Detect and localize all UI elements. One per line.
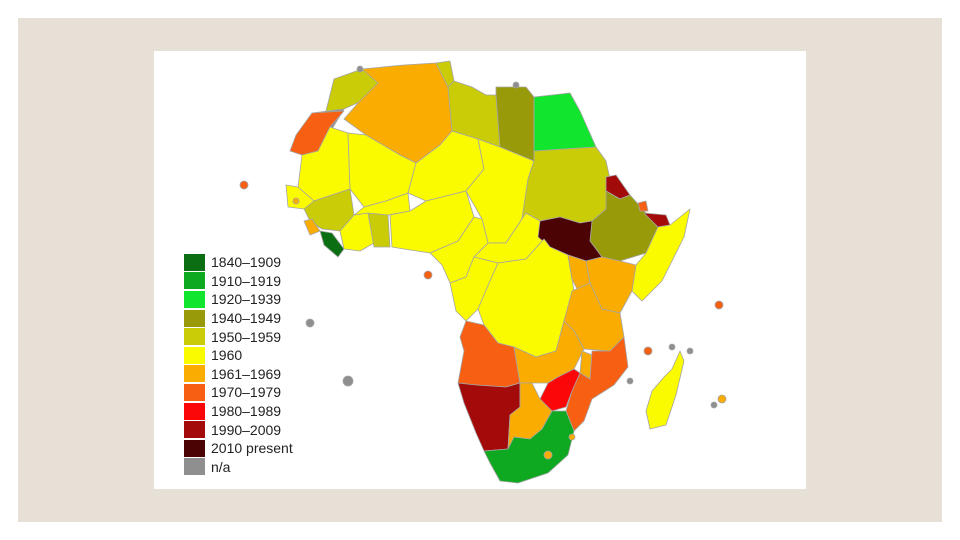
legend-item-1960: 1960 xyxy=(184,346,344,365)
legend-swatch xyxy=(184,328,205,346)
legend-swatch xyxy=(184,272,205,290)
legend-item-1950-1959: 1950–1959 xyxy=(184,327,344,346)
island-mauritius xyxy=(714,300,724,310)
legend-item-1961-1969: 1961–1969 xyxy=(184,365,344,384)
legend-item-2010-present: 2010 present xyxy=(184,439,344,458)
region-sudan xyxy=(521,146,611,224)
region-djibouti xyxy=(637,200,649,212)
legend-swatch xyxy=(184,439,205,457)
legend-swatch xyxy=(184,383,205,401)
legend-item-1910-1919: 1910–1919 xyxy=(184,272,344,291)
island-na-8 xyxy=(512,81,520,89)
africa-independence-map xyxy=(239,60,727,484)
island-na-4 xyxy=(710,401,718,409)
island-na-7 xyxy=(356,65,364,73)
legend-label: 1990–2009 xyxy=(211,421,282,438)
legend-label: 1980–1989 xyxy=(211,403,282,420)
island-lesotho xyxy=(543,450,553,460)
legend-item-1920-1939: 1920–1939 xyxy=(184,290,344,309)
legend-label: 1910–1919 xyxy=(211,272,282,289)
legend-label: 1970–1979 xyxy=(211,384,282,401)
region-madagascar xyxy=(645,350,685,430)
slide-canvas: 1840–1909 1910–1919 1920–1939 1940–1949 … xyxy=(154,51,806,489)
legend-swatch xyxy=(184,421,205,439)
legend: 1840–1909 1910–1919 1920–1939 1940–1949 … xyxy=(184,253,344,476)
region-liberia xyxy=(319,230,345,258)
legend-swatch xyxy=(184,309,205,327)
legend-item-na: n/a xyxy=(184,458,344,477)
island-gambia xyxy=(292,197,300,205)
legend-label: 1961–1969 xyxy=(211,365,282,382)
region-burkina xyxy=(353,192,411,216)
island-reunion xyxy=(717,394,727,404)
island-na-5 xyxy=(668,343,676,351)
legend-swatch xyxy=(184,402,205,420)
legend-swatch xyxy=(184,253,205,271)
legend-swatch xyxy=(184,365,205,383)
legend-item-1990-2009: 1990–2009 xyxy=(184,420,344,439)
legend-item-1980-1989: 1980–1989 xyxy=(184,402,344,421)
region-south-africa xyxy=(483,410,575,484)
island-na-6 xyxy=(686,347,694,355)
legend-label: n/a xyxy=(211,458,231,475)
island-comoros xyxy=(643,346,653,356)
legend-item-1940-1949: 1940–1949 xyxy=(184,309,344,328)
legend-swatch xyxy=(184,290,205,308)
region-somalia xyxy=(631,208,691,302)
legend-label: 1840–1909 xyxy=(211,254,282,271)
legend-label: 2010 present xyxy=(211,440,293,457)
island-na-2 xyxy=(342,375,354,387)
legend-item-1970-1979: 1970–1979 xyxy=(184,383,344,402)
island-eswatini xyxy=(568,433,576,441)
legend-swatch xyxy=(184,346,205,364)
island-sao-tome xyxy=(423,270,433,280)
legend-label: 1960 xyxy=(211,347,243,364)
legend-label: 1950–1959 xyxy=(211,328,282,345)
legend-label: 1920–1939 xyxy=(211,291,282,308)
legend-item-1840-1909: 1840–1909 xyxy=(184,253,344,272)
legend-label: 1940–1949 xyxy=(211,310,282,327)
island-na-3 xyxy=(626,377,634,385)
island-na-1 xyxy=(305,318,315,328)
island-cape-verde xyxy=(239,180,249,190)
region-egypt xyxy=(533,92,597,152)
legend-swatch xyxy=(184,458,205,476)
